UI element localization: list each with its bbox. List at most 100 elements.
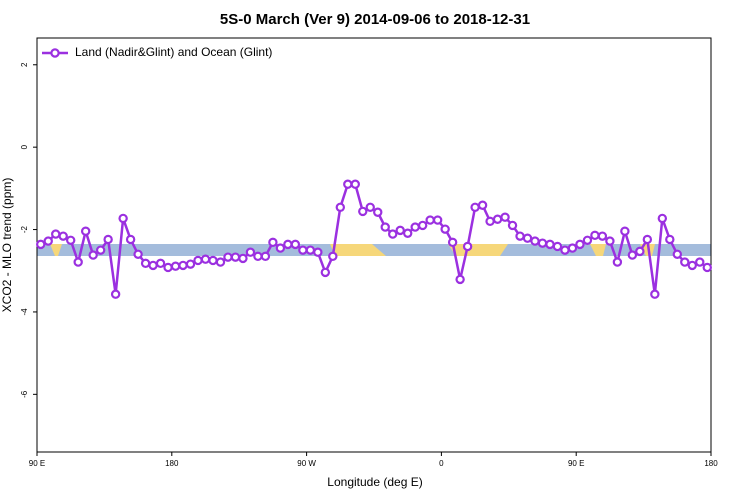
data-point — [313, 247, 323, 257]
x-tick-label: 180 — [165, 459, 179, 468]
data-point — [657, 213, 668, 224]
data-point — [118, 213, 128, 224]
data-point — [560, 245, 570, 255]
data-point — [88, 250, 98, 260]
data-point — [283, 239, 293, 250]
data-point — [680, 257, 690, 267]
data-point — [238, 253, 248, 264]
data-point — [125, 234, 136, 245]
data-point — [343, 179, 353, 189]
data-point — [320, 267, 331, 278]
data-point — [545, 239, 555, 250]
x-axis-label: Longitude (deg E) — [327, 475, 422, 489]
data-point — [73, 257, 83, 267]
data-point — [200, 254, 211, 264]
y-tick-label: -6 — [20, 390, 29, 398]
x-tick-label: 180 — [704, 459, 718, 468]
data-point — [305, 245, 316, 255]
data-point — [36, 239, 46, 250]
data-point — [178, 260, 188, 271]
data-point — [298, 245, 308, 255]
data-point — [620, 226, 630, 236]
data-point — [425, 215, 435, 225]
data-point — [350, 179, 360, 189]
data-point — [103, 234, 113, 245]
y-tick-label: -2 — [20, 225, 29, 233]
x-tick-label: 90 E — [568, 459, 584, 468]
x-tick-label: 0 — [439, 459, 444, 468]
data-point — [260, 251, 271, 262]
data-point — [627, 250, 638, 260]
data-point — [590, 230, 600, 241]
data-point — [253, 251, 263, 262]
data-point — [462, 241, 473, 252]
data-point — [155, 258, 166, 269]
data-point — [80, 226, 91, 236]
data-point — [185, 259, 196, 269]
data-point — [695, 257, 705, 267]
y-tick-label: -4 — [20, 308, 29, 316]
x-tick-label: 90 W — [297, 459, 316, 468]
data-point — [612, 257, 623, 267]
data-point — [380, 222, 390, 232]
data-point — [43, 236, 53, 246]
data-point — [365, 202, 375, 213]
data-point — [500, 212, 510, 222]
data-point — [530, 236, 540, 246]
data-point — [687, 260, 697, 271]
data-point — [230, 252, 241, 262]
legend-marker — [50, 48, 60, 58]
data-point — [522, 233, 533, 243]
data-point — [455, 274, 465, 285]
data-point — [395, 225, 405, 236]
data-point — [492, 214, 503, 224]
data-point — [140, 258, 151, 269]
data-point — [635, 246, 645, 257]
data-point — [328, 251, 338, 262]
legend-label: Land (Nadir&Glint) and Ocean (Glint) — [75, 45, 272, 59]
data-point — [642, 234, 653, 245]
data-point — [388, 229, 398, 239]
data-point — [537, 238, 548, 248]
x-tick-label: 90 E — [29, 459, 45, 468]
data-point — [507, 220, 518, 231]
data-point — [403, 228, 413, 238]
data-point — [515, 231, 525, 241]
data-point — [650, 289, 660, 299]
data-point — [470, 202, 480, 213]
data-point — [597, 231, 608, 241]
data-point — [51, 229, 61, 239]
data-point — [567, 243, 578, 253]
data-point — [358, 206, 368, 217]
data-point — [432, 215, 443, 225]
data-point — [290, 239, 301, 250]
data-point — [485, 216, 495, 227]
data-point — [148, 260, 158, 271]
data-point — [110, 289, 121, 299]
data-point — [665, 234, 675, 245]
data-point — [410, 222, 420, 232]
data-point — [447, 237, 458, 248]
data-point — [275, 243, 286, 253]
data-point — [170, 261, 181, 271]
data-point — [208, 255, 218, 266]
data-point — [440, 224, 450, 234]
data-point — [582, 235, 593, 245]
data-point — [417, 220, 428, 231]
data-point — [672, 249, 683, 259]
data-point — [373, 207, 383, 217]
y-tick-label: 2 — [20, 62, 29, 67]
data-point — [58, 231, 68, 241]
data-point — [95, 245, 106, 255]
data-point — [477, 200, 488, 210]
data-point — [552, 241, 563, 252]
chart-title: 5S-0 March (Ver 9) 2014-09-06 to 2018-12… — [220, 11, 530, 28]
data-point — [133, 249, 143, 259]
data-point — [245, 247, 256, 257]
data-point — [193, 255, 203, 266]
data-point — [65, 235, 76, 245]
data-point — [223, 252, 233, 262]
data-point — [575, 239, 585, 250]
y-axis-label: XCO2 - MLO trend (ppm) — [0, 178, 14, 313]
